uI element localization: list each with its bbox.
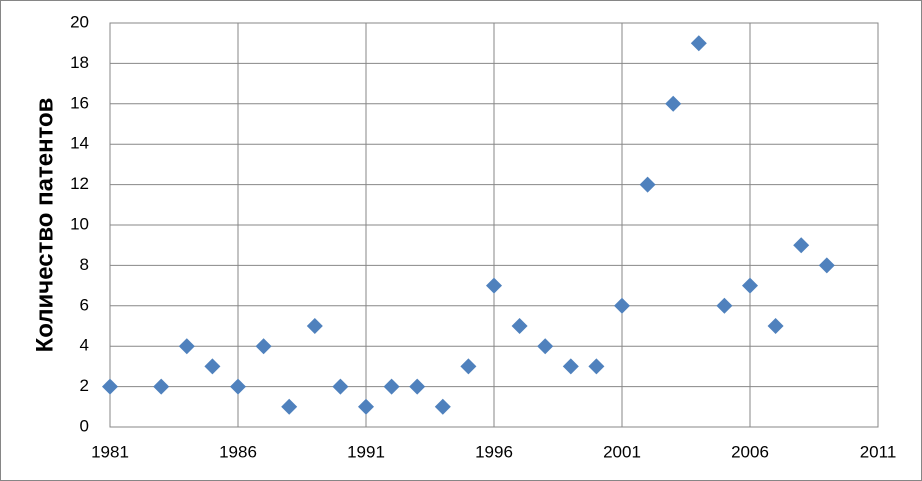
data-point [562,358,579,375]
data-point [383,378,400,395]
plot-area-border [109,22,879,428]
data-point [409,378,426,395]
y-tick-label: 10 [70,214,89,233]
x-tick-label: 1991 [347,442,385,461]
data-point [306,318,323,334]
data-point [537,338,554,355]
data-point [742,277,758,294]
data-point [281,398,298,415]
data-point [153,378,170,395]
data-point [358,398,374,415]
data-point [102,378,118,395]
data-point [614,297,630,314]
data-point [460,358,477,375]
data-point [178,338,195,355]
y-tick-label: 8 [80,255,89,274]
x-tick-label: 1981 [91,442,129,461]
y-tick-label: 2 [80,376,89,395]
y-tick-label: 16 [70,93,89,112]
data-point [818,257,835,274]
y-tick-label: 12 [70,174,89,193]
data-point [690,35,707,52]
y-tick-label: 14 [70,134,89,153]
data-point [230,378,246,395]
x-tick-label: 1986 [219,442,257,461]
y-tick-label: 18 [70,53,89,72]
y-axis-label: Количество патентов [31,98,58,353]
data-point [716,297,733,314]
x-tick-label: 2011 [860,442,897,461]
data-point [767,318,784,334]
data-point [793,237,810,254]
data-point [204,358,221,375]
x-tick-label: 2006 [731,442,769,461]
data-point [511,318,528,334]
data-point [639,176,656,193]
data-point [332,378,349,395]
data-point [255,338,272,355]
data-point [665,95,682,112]
x-tick-label: 2001 [603,442,641,461]
y-tick-label: 6 [80,295,89,314]
y-tick-label: 0 [80,416,89,435]
x-tick-label: 1996 [475,442,513,461]
data-point [486,277,502,294]
data-point [588,358,605,375]
y-tick-label: 20 [70,12,89,31]
y-tick-label: 4 [80,336,89,355]
data-point [434,398,451,415]
